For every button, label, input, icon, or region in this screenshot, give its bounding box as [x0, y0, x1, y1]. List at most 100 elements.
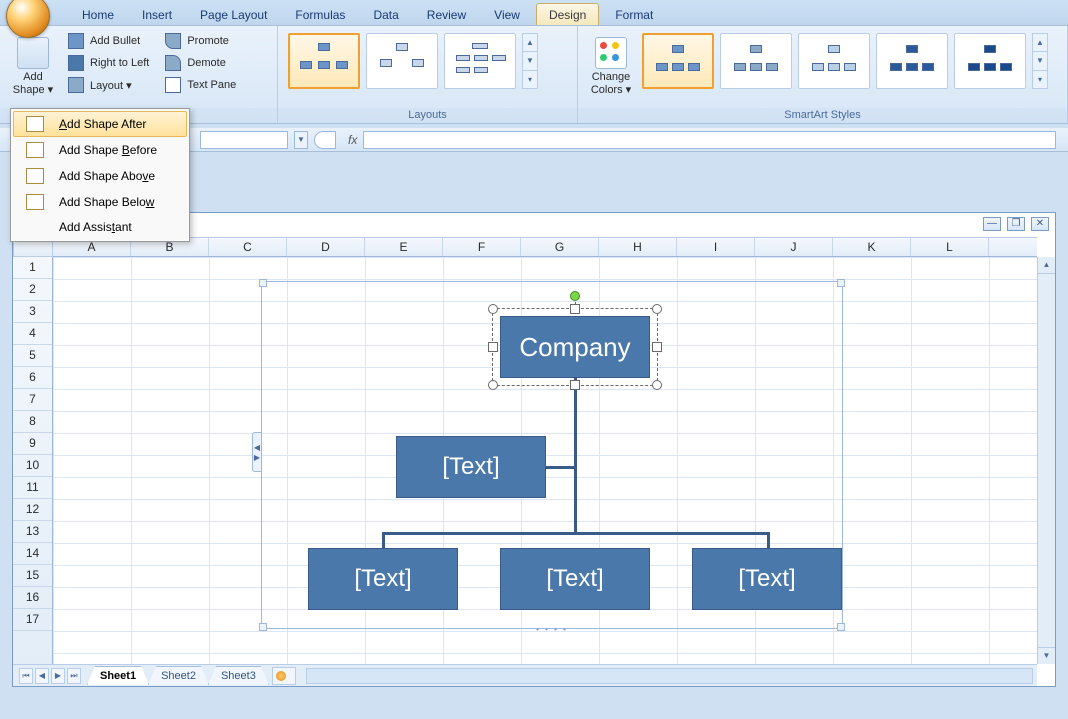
row-header[interactable]: 3 [13, 301, 52, 323]
layouts-gallery-scroll[interactable]: ▲▼▾ [522, 33, 538, 89]
tab-format[interactable]: Format [603, 4, 665, 25]
text-pane-button[interactable]: Text Pane [161, 75, 240, 95]
tab-review[interactable]: Review [415, 4, 478, 25]
resize-handle[interactable] [652, 380, 662, 390]
resize-handle[interactable] [488, 304, 498, 314]
sheet-nav-next[interactable]: ▶ [51, 668, 65, 684]
sheet-nav-last[interactable]: ⏭ [67, 668, 81, 684]
resize-handle[interactable] [652, 342, 662, 352]
tab-formulas[interactable]: Formulas [283, 4, 357, 25]
col-header[interactable]: G [521, 238, 599, 256]
row-header[interactable]: 4 [13, 323, 52, 345]
promote-button[interactable]: Promote [161, 31, 240, 51]
resize-handle[interactable] [570, 304, 580, 314]
col-header[interactable]: J [755, 238, 833, 256]
add-shape-below[interactable]: Add Shape Below [13, 189, 187, 215]
ribbon-tabs: Home Insert Page Layout Formulas Data Re… [0, 0, 1068, 26]
col-header[interactable]: K [833, 238, 911, 256]
resize-handle[interactable] [488, 380, 498, 390]
col-header[interactable]: D [287, 238, 365, 256]
style-option-5[interactable] [954, 33, 1026, 89]
add-shape-above[interactable]: Add Shape Above [13, 163, 187, 189]
add-shape-after[interactable]: Add Shape After [13, 111, 187, 137]
row-header[interactable]: 16 [13, 587, 52, 609]
resize-handle[interactable] [837, 279, 845, 287]
row-header[interactable]: 5 [13, 345, 52, 367]
rotation-handle[interactable] [570, 291, 580, 301]
row-header[interactable]: 12 [13, 499, 52, 521]
style-option-4[interactable] [876, 33, 948, 89]
new-sheet-button[interactable] [272, 667, 296, 685]
resize-handle[interactable] [259, 279, 267, 287]
smartart-node-root[interactable]: Company [500, 316, 650, 378]
styles-gallery-scroll[interactable]: ▲▼▾ [1032, 33, 1048, 89]
resize-handle[interactable] [837, 623, 845, 631]
row-header[interactable]: 9 [13, 433, 52, 455]
name-box[interactable] [200, 131, 288, 149]
layout-option-1[interactable] [288, 33, 360, 89]
row-header[interactable]: 7 [13, 389, 52, 411]
sheet-tab-3[interactable]: Sheet3 [208, 666, 269, 685]
layout-option-2[interactable] [366, 33, 438, 89]
name-box-dropdown[interactable]: ▼ [294, 131, 308, 149]
smartart-node-child[interactable]: [Text] [692, 548, 842, 610]
col-header[interactable]: H [599, 238, 677, 256]
row-header[interactable]: 17 [13, 609, 52, 631]
formula-input[interactable] [363, 131, 1056, 149]
tab-insert[interactable]: Insert [130, 4, 184, 25]
col-header[interactable]: I [677, 238, 755, 256]
window-close[interactable]: ✕ [1031, 217, 1049, 231]
col-header[interactable]: E [365, 238, 443, 256]
tab-design[interactable]: Design [536, 3, 599, 25]
resize-handle[interactable] [652, 304, 662, 314]
row-header[interactable]: 10 [13, 455, 52, 477]
style-option-1[interactable] [642, 33, 714, 89]
sheet-nav-first[interactable]: ⏮ [19, 668, 33, 684]
right-to-left-button[interactable]: Right to Left [64, 53, 153, 73]
row-header[interactable]: 8 [13, 411, 52, 433]
add-shape-before[interactable]: Add Shape Before [13, 137, 187, 163]
smartart-node-child[interactable]: [Text] [500, 548, 650, 610]
row-header[interactable]: 1 [13, 257, 52, 279]
row-header[interactable]: 11 [13, 477, 52, 499]
cell-grid[interactable]: ◀▶ • • • • Company [Text] [T [53, 257, 1037, 664]
layout-button[interactable]: Layout ▾ [64, 75, 153, 95]
sheet-nav-prev[interactable]: ◀ [35, 668, 49, 684]
row-header[interactable]: 15 [13, 565, 52, 587]
col-header[interactable]: C [209, 238, 287, 256]
row-header[interactable]: 13 [13, 521, 52, 543]
tab-view[interactable]: View [482, 4, 532, 25]
sheet-tab-2[interactable]: Sheet2 [148, 666, 209, 685]
insert-function-button[interactable] [314, 131, 336, 149]
smartart-node-assistant[interactable]: [Text] [396, 436, 546, 498]
change-colors-button[interactable]: Change Colors ▾ [584, 29, 638, 103]
demote-button[interactable]: Demote [161, 53, 240, 73]
resize-handle[interactable] [259, 623, 267, 631]
row-header[interactable]: 14 [13, 543, 52, 565]
tab-page-layout[interactable]: Page Layout [188, 4, 279, 25]
smartart-canvas[interactable]: ◀▶ • • • • Company [Text] [T [261, 281, 843, 629]
row-header[interactable]: 6 [13, 367, 52, 389]
resize-handle[interactable] [488, 342, 498, 352]
vertical-scrollbar[interactable] [1037, 257, 1055, 664]
col-header[interactable]: L [911, 238, 989, 256]
window-minimize[interactable]: — [983, 217, 1001, 231]
add-assistant[interactable]: Add Assistant [13, 215, 187, 239]
row-header[interactable]: 2 [13, 279, 52, 301]
add-shape-button[interactable]: Add Shape ▾ [6, 29, 60, 103]
style-option-3[interactable] [798, 33, 870, 89]
col-header[interactable]: F [443, 238, 521, 256]
layout-option-3[interactable] [444, 33, 516, 89]
sheet-tab-1[interactable]: Sheet1 [87, 666, 149, 685]
tab-home[interactable]: Home [70, 4, 126, 25]
tab-data[interactable]: Data [361, 4, 410, 25]
add-bullet-button[interactable]: Add Bullet [64, 31, 153, 51]
horizontal-scrollbar[interactable] [306, 668, 1033, 684]
resize-handle[interactable] [570, 380, 580, 390]
smartart-node-child[interactable]: [Text] [308, 548, 458, 610]
window-restore[interactable]: ❐ [1007, 217, 1025, 231]
textpane-toggle[interactable]: ◀▶ [252, 432, 262, 472]
rtl-icon [68, 55, 84, 71]
style-option-2[interactable] [720, 33, 792, 89]
group-styles: SmartArt Styles [578, 108, 1067, 123]
